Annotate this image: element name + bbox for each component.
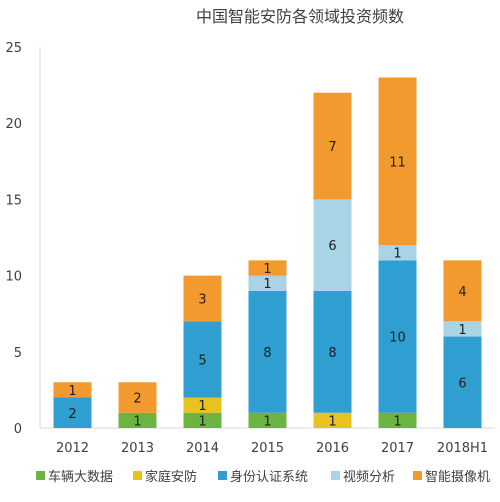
data-label: 1 [263, 414, 271, 429]
data-label: 1 [458, 323, 466, 338]
bar-segment [248, 412, 287, 428]
data-label: 7 [328, 140, 336, 155]
bar-segment [118, 382, 157, 413]
x-tick-label: 2014 [186, 441, 219, 456]
data-label: 1 [263, 277, 271, 292]
y-tick-label: 20 [5, 117, 22, 132]
bar-segment [313, 92, 352, 200]
bar-segment [183, 397, 222, 413]
chart-title: 中国智能安防各领域投资频数 [196, 7, 404, 26]
data-label: 1 [263, 262, 271, 277]
x-tick-label: 2017 [381, 441, 414, 456]
bar-segment [183, 412, 222, 428]
x-tick-label: 2012 [56, 441, 89, 456]
bar-segment [183, 275, 222, 322]
data-label: 1 [328, 414, 336, 429]
data-label: 4 [458, 285, 466, 300]
legend-label: 智能摄像机 [425, 470, 490, 485]
legend-swatch [36, 471, 45, 480]
bar-segment [443, 336, 482, 428]
bar-segment [118, 412, 157, 428]
data-label: 11 [389, 155, 406, 170]
legend-swatch [331, 471, 340, 480]
bar-segment [183, 321, 222, 398]
bar-segment [313, 199, 352, 291]
legend-label: 视频分析 [343, 470, 395, 485]
data-label: 2 [68, 407, 76, 422]
legend-swatch [413, 471, 422, 480]
y-tick-label: 0 [14, 422, 22, 437]
data-label: 8 [263, 346, 271, 361]
data-label: 1 [198, 399, 206, 414]
bar-segment [248, 275, 287, 291]
x-tick-label: 2013 [121, 441, 154, 456]
bar-segment [248, 290, 287, 413]
data-label: 6 [328, 239, 336, 254]
x-axis-ticks: 2012 2013 2014 2015 2016 2017 2018H1 [56, 441, 488, 456]
data-label: 5 [198, 353, 206, 368]
y-axis-ticks: 0 5 10 15 20 25 [5, 41, 22, 437]
bar-segment [313, 412, 352, 428]
bar-segment [313, 290, 352, 413]
y-tick-label: 25 [5, 41, 22, 56]
bar-segment [248, 260, 287, 276]
data-label: 8 [328, 346, 336, 361]
legend-label: 家庭安防 [145, 469, 197, 485]
data-label: 1 [133, 414, 141, 429]
data-label: 1 [68, 384, 76, 399]
data-label: 1 [393, 247, 401, 262]
bar-segment [443, 260, 482, 322]
legend-label: 车辆大数据 [48, 469, 113, 485]
data-label: 2 [133, 392, 141, 407]
x-tick-label: 2018H1 [437, 441, 488, 456]
legend-swatch [133, 471, 142, 480]
bar-segment [378, 77, 417, 246]
bar-segment [53, 397, 92, 428]
bar-segment [378, 412, 417, 428]
data-label: 1 [198, 414, 206, 429]
y-tick-label: 5 [14, 346, 22, 361]
data-label: 3 [198, 292, 206, 307]
data-label: 10 [389, 331, 406, 346]
y-tick-label: 10 [5, 270, 22, 285]
data-label: 1 [393, 414, 401, 429]
y-tick-label: 15 [5, 193, 22, 208]
bar-segment [378, 245, 417, 261]
data-label: 6 [458, 376, 466, 391]
legend: 车辆大数据 家庭安防 身份认证系统 视频分析 智能摄像机 [36, 469, 490, 485]
bar-segment [53, 382, 92, 398]
bar-segment [378, 260, 417, 413]
x-tick-label: 2015 [251, 441, 284, 456]
legend-label: 身份认证系统 [230, 469, 308, 485]
x-tick-label: 2016 [316, 441, 349, 456]
legend-swatch [218, 471, 227, 480]
bar-segment [443, 321, 482, 337]
